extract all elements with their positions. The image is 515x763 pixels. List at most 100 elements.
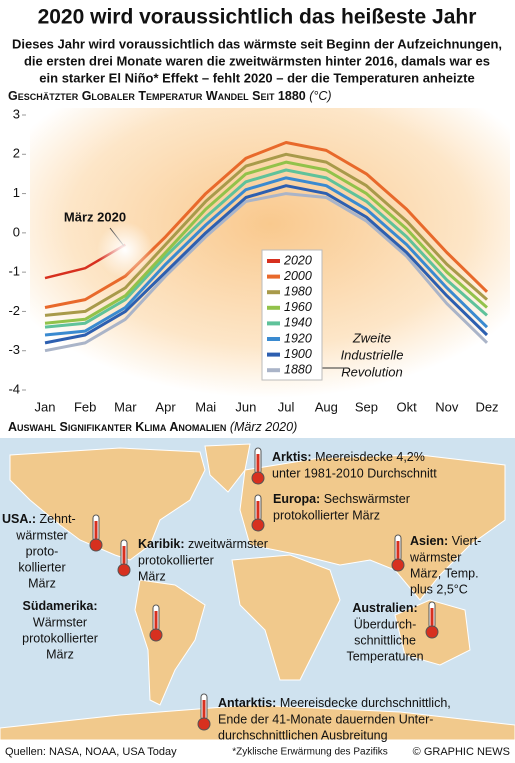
anomaly-label: Europa: [273, 492, 320, 506]
x-tick-label: Nov [435, 399, 459, 414]
anomaly-line: protokollierter [138, 553, 214, 567]
thermometer-fill [396, 541, 400, 563]
anomaly-line: Überdurch- [354, 617, 417, 631]
anomaly-text: Arktis: Meereisdecke 4,2% [272, 450, 425, 464]
thermometer-fill [256, 501, 260, 523]
series-line [44, 192, 489, 353]
x-tick-label: Jan [35, 399, 56, 414]
anomaly-line: wärmster [15, 528, 67, 542]
legend-label: 2000 [283, 269, 312, 283]
anomaly-text: Australien: [352, 601, 417, 615]
y-tick-label: 1 [13, 185, 20, 200]
anomaly-line: Ende der 41-Monate dauernden Unter- [218, 712, 433, 726]
series-line [44, 184, 489, 345]
anomaly-text: Karibik: zweitwärmster [138, 537, 268, 551]
thermometer-bulb [149, 628, 163, 642]
anomaly-line: durchschnittlichen Ausbreitung [218, 728, 388, 742]
chart-title: Geschätzter Globaler Temperatur Wandel S… [8, 89, 332, 103]
anomaly-line: Meereisdecke 4,2% [315, 450, 425, 464]
anomaly-line: proto- [26, 544, 59, 558]
thermometer-bulb [251, 518, 265, 532]
anomaly-text: Südamerika: [22, 599, 97, 613]
anomaly-line: März [28, 576, 56, 590]
legend-label: 1920 [284, 331, 312, 345]
x-tick-label: Sep [355, 399, 378, 414]
series-line [44, 176, 489, 337]
anomaly-line: März, Temp. [410, 566, 479, 580]
anomaly-line: Meereisdecke durchschnittlich, [280, 696, 451, 710]
anomaly-line: protokollierter März [273, 508, 380, 522]
anomaly-text: Antarktis: Meereisdecke durchschnittlich… [218, 696, 451, 710]
x-tick-label: Feb [74, 399, 96, 414]
anomaly-label: Südamerika: [22, 599, 97, 613]
y-tick-label: 0 [13, 224, 20, 239]
thermometer-bulb [197, 717, 211, 731]
plot: -4 -3 -2 -1 0 1 2 3 Jan Feb Mar Apr Mai Jun Jul Aug Sep O… [8, 106, 498, 414]
anomaly-line: plus 2,5°C [410, 582, 468, 596]
north-america [9, 447, 206, 561]
antarctica [0, 704, 515, 741]
thermometer-bulb [117, 563, 131, 577]
anomaly-line: kollierter [18, 560, 65, 574]
title: 2020 wird voraussichtlich das heißeste J… [38, 6, 477, 29]
eurasia [239, 454, 506, 601]
subtitle: Dieses Jahr wird voraussichtlich das wär… [12, 36, 502, 51]
anomalies: Arktis: Meereisdecke 4,2% unter 1981-2010… [2, 450, 481, 742]
thermometer-bulb [391, 558, 405, 572]
anomaly-text: USA.: Zehnt- [2, 512, 76, 526]
x-tick-label: Jun [235, 399, 256, 414]
annotation: Zweite [352, 330, 391, 345]
anomaly-label: Arktis: [272, 450, 312, 464]
thermometer-fill [154, 611, 158, 633]
y-tick-label: 2 [13, 146, 20, 161]
legend-label: 1940 [284, 316, 312, 330]
legend-label: 1900 [284, 347, 312, 361]
thermometer-bulb [425, 625, 439, 639]
anomaly-line: wärmster [409, 550, 461, 564]
anomaly-label: USA.: [2, 512, 36, 526]
annotation: März 2020 [64, 209, 126, 224]
anomaly-text: Asien: Viert- [410, 534, 481, 548]
thermometer-bulb [251, 471, 265, 485]
series-line [44, 168, 488, 329]
map-title: Auswahl Signifikanter Klima Anomalien (M… [8, 420, 297, 434]
thermometers [89, 447, 439, 731]
chart-title-text: Geschätzter Globaler Temperatur Wandel S… [8, 89, 306, 103]
legend-box [261, 249, 323, 381]
legend-label: 1880 [284, 362, 312, 376]
anomaly-label: Karibik: [138, 537, 185, 551]
anomaly-line: März [138, 569, 166, 583]
anomaly-line: schnittliche [354, 633, 416, 647]
anomaly-text: Europa: Sechswärmster [273, 492, 410, 506]
map-subtitle: (März 2020) [230, 420, 297, 434]
thermometer-fill [94, 521, 98, 543]
x-tick-label: Mar [114, 399, 137, 414]
credit: © GRAPHIC NEWS [413, 746, 510, 758]
y-tick-label: 3 [13, 106, 20, 121]
x-tick-label: Dez [475, 399, 498, 414]
subtitle: die ersten drei Monate waren die zweitwä… [24, 53, 490, 68]
sources: Quellen: NASA, NOAA, USA Today [5, 746, 177, 758]
anomaly-line: Viert- [452, 534, 482, 548]
anomaly-line: Sechswärmster [324, 492, 410, 506]
thermometer-fill [202, 700, 206, 722]
annotation: Industrielle [341, 347, 404, 362]
y-tick-label: -1 [8, 264, 20, 279]
anomaly-line: Temperaturen [346, 649, 423, 663]
anomaly-line: März [46, 647, 74, 661]
anomaly-label: Antarktis: [218, 696, 276, 710]
greenland [204, 443, 251, 493]
legend-label: 1960 [284, 300, 312, 314]
x-tick-label: Apr [155, 399, 176, 414]
anomaly-line: protokollierter [22, 631, 98, 645]
y-tick-label: -4 [8, 381, 20, 396]
series-line [44, 152, 488, 317]
anomaly-line: Wärmster [33, 615, 87, 629]
unit: (°C) [309, 89, 331, 103]
series-line [44, 160, 488, 325]
x-tick-label: Aug [315, 399, 338, 414]
africa [231, 554, 341, 681]
map [0, 438, 515, 741]
subtitle: ein starker El Niño* Effekt – fehlt 2020… [39, 70, 474, 85]
x-tick-label: Jul [278, 399, 295, 414]
